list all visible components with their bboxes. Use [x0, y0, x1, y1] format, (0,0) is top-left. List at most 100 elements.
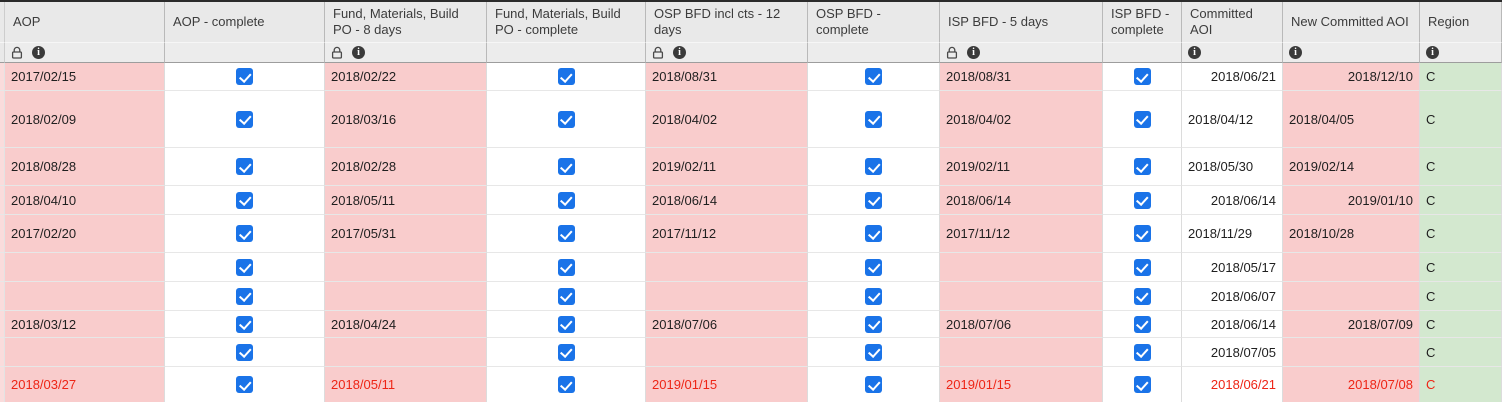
column-header-fund_c[interactable]: Fund, Materials, Build PO - complete [487, 2, 646, 43]
column-header-new_committed[interactable]: New Committed AOI [1283, 2, 1420, 43]
column-header-aop_c[interactable]: AOP - complete [165, 2, 325, 43]
cell-fund[interactable]: 2018/05/11 [325, 186, 487, 215]
checked-checkbox[interactable] [557, 191, 575, 209]
cell-new_committed[interactable]: 2018/12/10 [1283, 63, 1420, 91]
checked-checkbox[interactable] [557, 68, 575, 85]
cell-new_committed[interactable]: 2018/07/09 [1283, 311, 1420, 338]
cell-new_committed[interactable] [1283, 282, 1420, 311]
cell-isp_c[interactable] [1103, 338, 1182, 367]
checked-checkbox[interactable] [557, 158, 575, 175]
cell-osp[interactable] [646, 282, 808, 311]
cell-aop_c[interactable] [165, 63, 325, 91]
cell-aop[interactable]: 2018/03/27 [5, 367, 165, 402]
checked-checkbox[interactable] [236, 191, 253, 209]
cell-isp[interactable]: 2019/01/15 [940, 367, 1103, 402]
cell-aop[interactable] [5, 338, 165, 367]
cell-aop[interactable]: 2018/02/09 [5, 91, 165, 148]
cell-isp[interactable]: 2018/08/31 [940, 63, 1103, 91]
cell-osp_c[interactable] [808, 148, 940, 186]
cell-osp[interactable]: 2018/08/31 [646, 63, 808, 91]
checked-checkbox[interactable] [1133, 287, 1151, 305]
column-header-osp[interactable]: OSP BFD incl cts - 12 days [646, 2, 808, 43]
cell-aop[interactable] [5, 282, 165, 311]
cell-committed[interactable]: 2018/04/12 [1182, 91, 1283, 148]
checked-checkbox[interactable] [865, 287, 882, 305]
checked-checkbox[interactable] [557, 287, 575, 305]
cell-osp_c[interactable] [808, 367, 940, 402]
cell-osp[interactable]: 2018/07/06 [646, 311, 808, 338]
cell-region[interactable]: C [1420, 367, 1502, 402]
cell-osp_c[interactable] [808, 311, 940, 338]
cell-fund[interactable]: 2018/02/28 [325, 148, 487, 186]
checked-checkbox[interactable] [865, 225, 882, 242]
cell-osp_c[interactable] [808, 253, 940, 282]
info-icon[interactable]: i [1289, 46, 1302, 59]
checked-checkbox[interactable] [1133, 110, 1151, 128]
column-header-committed[interactable]: Committed AOI [1182, 2, 1283, 43]
column-header-isp_c[interactable]: ISP BFD - complete [1103, 2, 1182, 43]
cell-fund_c[interactable] [487, 215, 646, 253]
cell-committed[interactable]: 2018/06/14 [1182, 311, 1283, 338]
cell-aop[interactable]: 2018/03/12 [5, 311, 165, 338]
cell-aop[interactable]: 2017/02/20 [5, 215, 165, 253]
cell-isp_c[interactable] [1103, 311, 1182, 338]
cell-aop_c[interactable] [165, 338, 325, 367]
cell-osp[interactable]: 2019/01/15 [646, 367, 808, 402]
cell-fund[interactable]: 2018/02/22 [325, 63, 487, 91]
checked-checkbox[interactable] [557, 376, 575, 393]
checked-checkbox[interactable] [865, 110, 882, 128]
cell-isp[interactable]: 2017/11/12 [940, 215, 1103, 253]
cell-region[interactable]: C [1420, 282, 1502, 311]
cell-isp[interactable] [940, 253, 1103, 282]
cell-isp[interactable]: 2019/02/11 [940, 148, 1103, 186]
cell-committed[interactable]: 2018/05/30 [1182, 148, 1283, 186]
cell-new_committed[interactable] [1283, 253, 1420, 282]
cell-fund[interactable] [325, 253, 487, 282]
cell-new_committed[interactable]: 2018/07/08 [1283, 367, 1420, 402]
cell-aop_c[interactable] [165, 186, 325, 215]
cell-fund[interactable] [325, 338, 487, 367]
checked-checkbox[interactable] [236, 110, 253, 128]
checked-checkbox[interactable] [236, 225, 253, 242]
cell-isp_c[interactable] [1103, 63, 1182, 91]
cell-fund_c[interactable] [487, 63, 646, 91]
cell-new_committed[interactable]: 2019/02/14 [1283, 148, 1420, 186]
column-header-fund[interactable]: Fund, Materials, Build PO - 8 days [325, 2, 487, 43]
cell-fund_c[interactable] [487, 186, 646, 215]
cell-region[interactable]: C [1420, 215, 1502, 253]
checked-checkbox[interactable] [557, 110, 575, 128]
cell-region[interactable]: C [1420, 338, 1502, 367]
cell-aop[interactable]: 2018/04/10 [5, 186, 165, 215]
cell-fund[interactable] [325, 282, 487, 311]
cell-osp[interactable] [646, 253, 808, 282]
cell-aop_c[interactable] [165, 253, 325, 282]
checked-checkbox[interactable] [236, 343, 253, 361]
cell-isp[interactable] [940, 282, 1103, 311]
info-icon[interactable]: i [32, 46, 45, 59]
cell-region[interactable]: C [1420, 148, 1502, 186]
cell-fund[interactable]: 2018/03/16 [325, 91, 487, 148]
checked-checkbox[interactable] [1133, 258, 1151, 276]
checked-checkbox[interactable] [557, 225, 575, 242]
cell-committed[interactable]: 2018/11/29 [1182, 215, 1283, 253]
cell-isp[interactable]: 2018/06/14 [940, 186, 1103, 215]
cell-region[interactable]: C [1420, 311, 1502, 338]
cell-aop[interactable]: 2018/08/28 [5, 148, 165, 186]
column-header-aop[interactable]: AOP [5, 2, 165, 43]
checked-checkbox[interactable] [865, 343, 882, 361]
cell-fund[interactable]: 2017/05/31 [325, 215, 487, 253]
cell-fund[interactable]: 2018/04/24 [325, 311, 487, 338]
cell-new_committed[interactable]: 2018/10/28 [1283, 215, 1420, 253]
checked-checkbox[interactable] [865, 68, 882, 85]
cell-osp_c[interactable] [808, 215, 940, 253]
cell-osp[interactable]: 2018/04/02 [646, 91, 808, 148]
checked-checkbox[interactable] [1133, 68, 1151, 85]
cell-new_committed[interactable]: 2018/04/05 [1283, 91, 1420, 148]
checked-checkbox[interactable] [1133, 376, 1151, 393]
cell-fund_c[interactable] [487, 311, 646, 338]
cell-new_committed[interactable] [1283, 338, 1420, 367]
cell-aop_c[interactable] [165, 311, 325, 338]
cell-aop_c[interactable] [165, 91, 325, 148]
checked-checkbox[interactable] [236, 68, 253, 85]
cell-isp[interactable] [940, 338, 1103, 367]
